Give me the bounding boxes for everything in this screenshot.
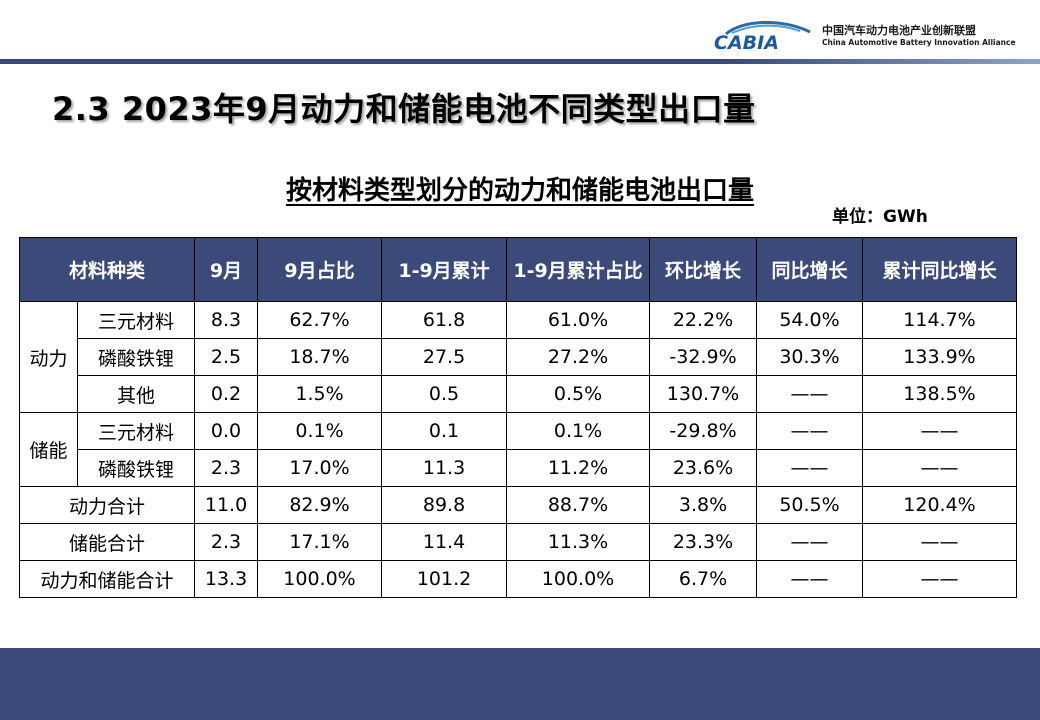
table-cell: 61.0%: [506, 301, 651, 339]
table-cell: 6.7%: [649, 560, 758, 598]
table-cell: 11.2%: [506, 449, 651, 487]
table-cell: 100.0%: [506, 560, 651, 598]
table-row: 动力合计 11.0 82.9% 89.8 88.7% 3.8% 50.5% 12…: [18, 486, 1018, 524]
table-cell: 82.9%: [257, 486, 383, 524]
table-cell: ——: [756, 412, 864, 450]
row-label: 动力和储能合计: [18, 560, 196, 598]
table-cell: ——: [862, 449, 1018, 487]
header-ytd-share: 1-9月累计占比: [506, 237, 651, 302]
table-cell: 2.3: [194, 523, 259, 561]
table-cell: ——: [756, 449, 864, 487]
header-ytd-total: 1-9月累计: [381, 237, 508, 302]
table-cell: 27.2%: [506, 338, 651, 376]
table-cell: ——: [756, 523, 864, 561]
header-mom-growth: 环比增长: [649, 237, 758, 302]
row-label: 动力合计: [18, 486, 196, 524]
table-cell: 0.5: [381, 375, 508, 413]
table-row: 磷酸铁锂 2.3 17.0% 11.3 11.2% 23.6% —— ——: [20, 449, 1018, 487]
row-label: 其他: [76, 375, 196, 413]
table-row: 动力和储能合计 13.3 100.0% 101.2 100.0% 6.7% ——…: [18, 560, 1018, 598]
table-row: 储能合计 2.3 17.1% 11.4 11.3% 23.3% —— ——: [18, 523, 1018, 561]
table-cell: 0.1%: [257, 412, 383, 450]
table-cell: ——: [862, 412, 1018, 450]
row-label: 三元材料: [76, 412, 196, 450]
unit-label: 单位：GWh: [832, 207, 928, 227]
group-power-label: 动力: [19, 301, 78, 413]
table-cell: -32.9%: [649, 338, 758, 376]
cabia-logo: CABIA 中国汽车动力电池产业创新联盟 China Automotive Ba…: [712, 18, 1032, 54]
header-divider-bar: [0, 59, 1040, 64]
table-row: 其他 0.2 1.5% 0.5 0.5% 130.7% —— 138.5%: [20, 375, 1018, 413]
table-cell: 100.0%: [257, 560, 383, 598]
table-cell: 18.7%: [257, 338, 383, 376]
table-cell: 2.3: [194, 449, 259, 487]
table-cell: 17.0%: [257, 449, 383, 487]
footer-band: [0, 648, 1040, 720]
table-cell: ——: [862, 560, 1018, 598]
table-cell: 11.4: [381, 523, 508, 561]
table-row: 动力 三元材料 8.3 62.7% 61.8 61.0% 22.2% 54.0%…: [19, 301, 1018, 413]
header-september-share: 9月占比: [257, 237, 383, 302]
table-cell: 23.6%: [649, 449, 758, 487]
table-cell: 50.5%: [756, 486, 864, 524]
table-cell: 0.0: [194, 412, 259, 450]
row-label: 磷酸铁锂: [76, 449, 196, 487]
logo-mark-text: CABIA: [714, 32, 779, 52]
table-cell: 1.5%: [257, 375, 383, 413]
table-cell: 61.8: [381, 301, 508, 339]
table-cell: 89.8: [381, 486, 508, 524]
export-table: 材料种类 9月 9月占比 1-9月累计 1-9月累计占比 环比增长 同比增长 累…: [18, 237, 1018, 598]
table-title-text: 按材料类型划分的动力和储能电池出口量: [285, 176, 754, 206]
table-cell: ——: [756, 375, 864, 413]
table-cell: 120.4%: [862, 486, 1018, 524]
table-cell: 133.9%: [862, 338, 1018, 376]
table-cell: 130.7%: [649, 375, 758, 413]
row-label: 磷酸铁锂: [76, 338, 196, 376]
logo-name-en: China Automotive Battery Innovation Alli…: [822, 38, 1016, 47]
table-cell: 138.5%: [862, 375, 1018, 413]
table-cell: 3.8%: [649, 486, 758, 524]
table-cell: 2.5: [194, 338, 259, 376]
table-title: 按材料类型划分的动力和储能电池出口量: [0, 170, 1040, 207]
table-cell: 8.3: [194, 301, 259, 339]
table-row: 储能 三元材料 0.0 0.1% 0.1 0.1% -29.8% —— ——: [19, 412, 1018, 487]
table-cell: 22.2%: [649, 301, 758, 339]
header-september: 9月: [194, 237, 259, 302]
table-cell: 0.5%: [506, 375, 651, 413]
table-cell: 11.0: [194, 486, 259, 524]
table-cell: 11.3%: [506, 523, 651, 561]
table-cell: 23.3%: [649, 523, 758, 561]
table-cell: 114.7%: [862, 301, 1018, 339]
group-storage-label: 储能: [19, 412, 78, 487]
row-label: 储能合计: [18, 523, 196, 561]
header-material-type: 材料种类: [18, 237, 196, 302]
table-cell: 0.1: [381, 412, 508, 450]
table-cell: -29.8%: [649, 412, 758, 450]
table-cell: 30.3%: [756, 338, 864, 376]
table-cell: 13.3: [194, 560, 259, 598]
table-cell: 101.2: [381, 560, 508, 598]
table-cell: 0.2: [194, 375, 259, 413]
table-cell: ——: [756, 560, 864, 598]
logo-name-cn: 中国汽车动力电池产业创新联盟: [822, 24, 976, 37]
row-label: 三元材料: [76, 301, 196, 339]
table-cell: 27.5: [381, 338, 508, 376]
table-cell: 62.7%: [257, 301, 383, 339]
page-title: 2.3 2023年9月动力和储能电池不同类型出口量: [52, 90, 756, 128]
table-cell: ——: [862, 523, 1018, 561]
table-row: 磷酸铁锂 2.5 18.7% 27.5 27.2% -32.9% 30.3% 1…: [20, 338, 1018, 376]
cabia-logo-icon: CABIA: [714, 21, 811, 52]
table-cell: 54.0%: [756, 301, 864, 339]
table-cell: 0.1%: [506, 412, 651, 450]
table-cell: 17.1%: [257, 523, 383, 561]
table-cell: 88.7%: [506, 486, 651, 524]
header-ytd-yoy-growth: 累计同比增长: [862, 237, 1018, 302]
table-cell: 11.3: [381, 449, 508, 487]
header-yoy-growth: 同比增长: [756, 237, 864, 302]
table-header-row: 材料种类 9月 9月占比 1-9月累计 1-9月累计占比 环比增长 同比增长 累…: [18, 237, 1018, 302]
